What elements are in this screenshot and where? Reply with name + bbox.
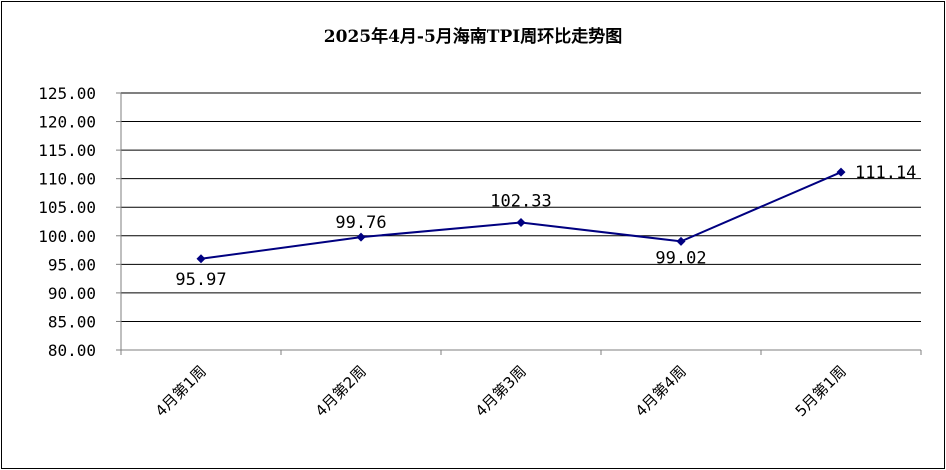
data-label: 95.97 bbox=[175, 270, 226, 290]
data-label: 111.14 bbox=[855, 163, 916, 183]
series-line-group bbox=[196, 167, 846, 264]
x-tick-label: 5月第1周 bbox=[792, 362, 850, 420]
y-tick-label: 80.00 bbox=[48, 341, 96, 360]
data-label: 102.33 bbox=[490, 191, 551, 211]
data-point-marker bbox=[196, 254, 206, 264]
x-tick-label: 4月第1周 bbox=[152, 362, 210, 420]
x-tick-label: 4月第4周 bbox=[632, 362, 690, 420]
series-line bbox=[200, 171, 842, 260]
y-tick-label: 115.00 bbox=[38, 141, 96, 160]
y-tick-label: 90.00 bbox=[48, 284, 96, 303]
y-tick-label: 105.00 bbox=[38, 198, 96, 217]
y-tick-label: 95.00 bbox=[48, 255, 96, 274]
y-tick-label: 85.00 bbox=[48, 312, 96, 331]
y-tick-label: 120.00 bbox=[38, 113, 96, 132]
y-tick-label: 110.00 bbox=[38, 170, 96, 189]
gridlines bbox=[121, 92, 921, 322]
data-point-marker bbox=[356, 232, 366, 242]
data-point-marker bbox=[516, 217, 526, 227]
y-tick-labels: 80.00 85.00 90.00 95.00 100.00 105.00 110.00 11… bbox=[38, 84, 96, 360]
data-point-marker bbox=[836, 167, 846, 177]
y-tick-label: 100.00 bbox=[38, 227, 96, 246]
data-point-marker bbox=[676, 236, 686, 246]
data-labels: 95.97 99.76 102.33 99.02 111.14 bbox=[175, 163, 916, 290]
x-tick-labels: 4月第1周 4月第2周 4月第3周 4月第4周 5月第1周 bbox=[152, 362, 850, 420]
data-label: 99.02 bbox=[655, 248, 706, 268]
chart-title: 2025年4月-5月海南TPI周环比走势图 bbox=[324, 26, 622, 47]
data-label: 99.76 bbox=[335, 213, 386, 233]
y-tick-label: 125.00 bbox=[38, 84, 96, 103]
x-tick-label: 4月第2周 bbox=[312, 362, 370, 420]
axes bbox=[116, 92, 922, 355]
x-tick-label: 4月第3周 bbox=[472, 362, 530, 420]
